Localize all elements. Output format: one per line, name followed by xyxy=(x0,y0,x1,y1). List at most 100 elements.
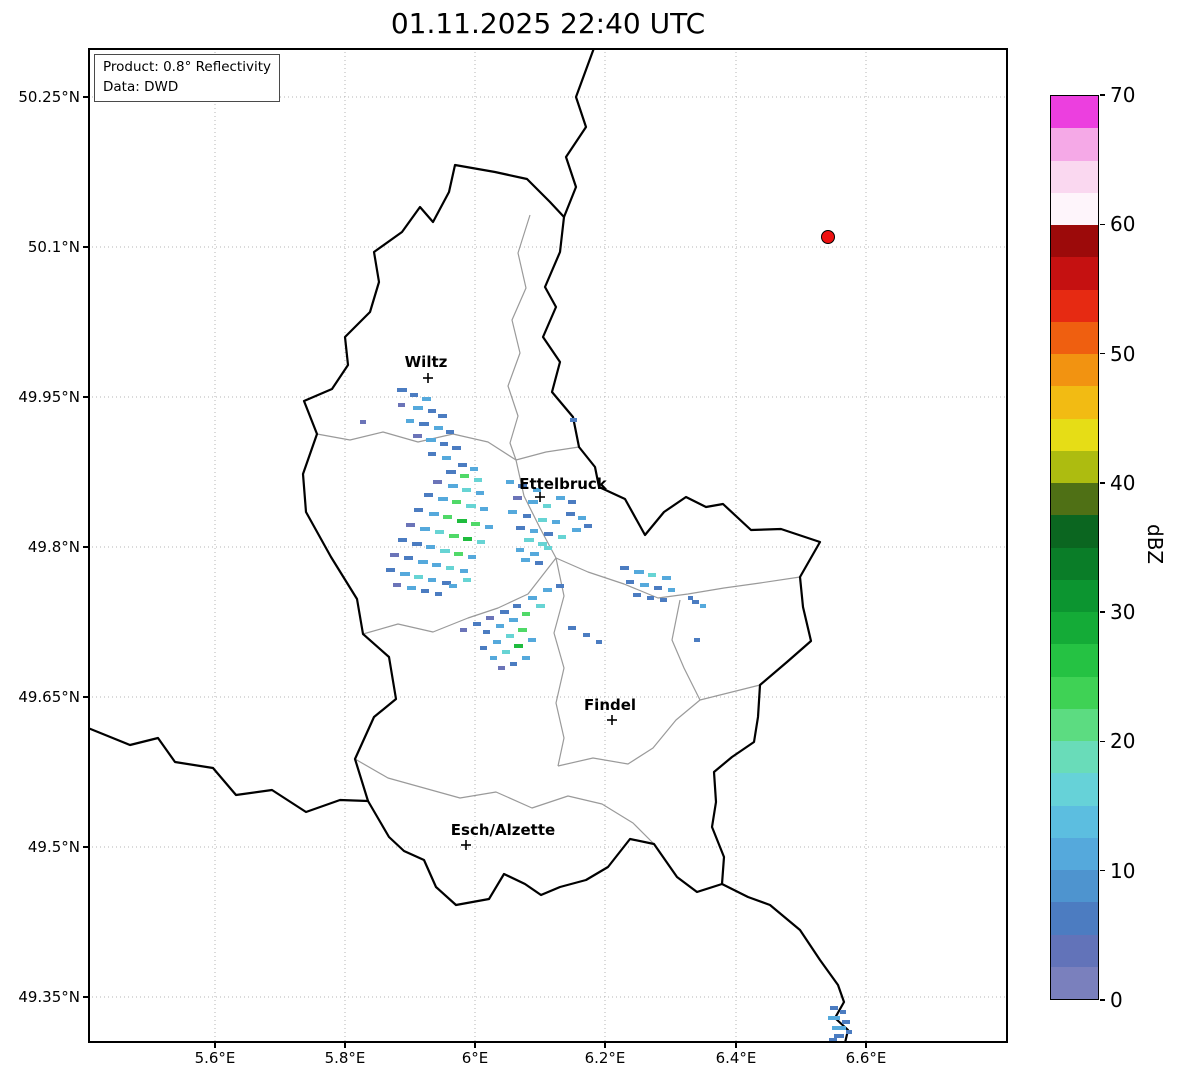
radar-echo xyxy=(830,1006,838,1010)
colorbar-tick-mark xyxy=(1100,223,1105,226)
colorbar-band xyxy=(1051,870,1098,903)
radar-echo xyxy=(468,555,476,559)
country-border-southeast xyxy=(720,882,850,1043)
radar-echo xyxy=(506,634,514,638)
colorbar-tick-label: 40 xyxy=(1110,470,1136,495)
colorbar-band xyxy=(1051,708,1098,741)
radar-echo xyxy=(428,409,436,413)
radar-echo xyxy=(692,600,699,604)
y-tick-mark xyxy=(83,246,88,248)
radar-echo xyxy=(414,508,423,512)
radar-echo xyxy=(420,527,430,531)
radar-echo xyxy=(647,596,654,600)
radar-echo xyxy=(518,628,527,632)
colorbar-tick-label: 10 xyxy=(1110,858,1136,883)
colorbar-tick-mark xyxy=(1100,740,1105,743)
radar-echo xyxy=(463,537,472,541)
radar-echo xyxy=(433,480,442,484)
radar-echo xyxy=(834,1034,844,1038)
district-border xyxy=(557,684,761,767)
colorbar-band xyxy=(1051,289,1098,322)
radar-echo xyxy=(460,628,467,632)
colorbar-band xyxy=(1051,418,1098,451)
radar-echo xyxy=(440,442,448,446)
radar-echo xyxy=(442,456,451,460)
radar-echo xyxy=(429,512,439,516)
colorbar-band xyxy=(1051,354,1098,387)
radar-echo xyxy=(846,1030,852,1034)
radar-echo xyxy=(633,593,641,597)
colorbar-band xyxy=(1051,902,1098,935)
radar-echo xyxy=(446,566,454,570)
colorbar-tick-mark xyxy=(1100,482,1105,484)
y-tick-label: 49.8°N xyxy=(27,538,80,556)
radar-echo xyxy=(474,478,482,482)
radar-echo xyxy=(536,604,545,608)
y-tick-label: 50.25°N xyxy=(18,88,80,106)
y-tick-label: 50.1°N xyxy=(27,238,80,256)
x-tick-mark xyxy=(474,1043,476,1048)
radar-echo xyxy=(446,430,454,434)
radar-echo xyxy=(700,604,706,608)
colorbar-band xyxy=(1051,96,1098,129)
radar-echo xyxy=(360,420,366,424)
radar-echo xyxy=(406,419,414,423)
radar-echo xyxy=(480,646,487,650)
radar-echo xyxy=(543,504,551,508)
colorbar-band xyxy=(1051,515,1098,548)
radar-echo xyxy=(640,583,649,587)
colorbar-band xyxy=(1051,773,1098,806)
radar-site-marker xyxy=(821,230,835,244)
colorbar-tick-mark xyxy=(1100,999,1105,1001)
radar-echo xyxy=(397,388,407,392)
radar-echo xyxy=(443,515,452,519)
x-tick-mark xyxy=(604,1043,606,1048)
colorbar-band xyxy=(1051,128,1098,161)
radar-echo xyxy=(578,516,586,520)
radar-echo xyxy=(438,414,447,418)
y-tick-label: 49.65°N xyxy=(18,688,80,706)
x-tick-label: 6.2°E xyxy=(584,1049,626,1067)
radar-echo xyxy=(568,626,576,630)
x-tick-label: 6.6°E xyxy=(845,1049,887,1067)
radar-echo xyxy=(442,581,451,585)
radar-echo xyxy=(458,463,467,467)
radar-echo xyxy=(476,491,484,495)
x-tick-label: 5.6°E xyxy=(194,1049,236,1067)
radar-echo xyxy=(570,418,577,422)
radar-echo xyxy=(530,552,539,556)
radar-echo xyxy=(406,523,415,527)
radar-echo xyxy=(418,560,428,564)
y-tick-label: 49.5°N xyxy=(27,838,80,856)
radar-echo xyxy=(448,484,458,488)
radar-echo xyxy=(435,592,442,596)
radar-echo xyxy=(543,588,552,592)
y-tick-mark xyxy=(83,846,88,848)
x-tick-mark xyxy=(865,1043,867,1048)
radar-echo xyxy=(516,548,524,552)
colorbar-band xyxy=(1051,321,1098,354)
radar-echo xyxy=(440,549,450,553)
radar-echo xyxy=(471,522,480,526)
radar-echo xyxy=(483,630,490,634)
radar-echo xyxy=(524,538,534,542)
radar-echo xyxy=(510,662,517,666)
colorbar-band xyxy=(1051,837,1098,870)
y-tick-mark xyxy=(83,96,88,98)
radar-echo xyxy=(568,500,576,504)
figure-title: 01.11.2025 22:40 UTC xyxy=(390,7,706,40)
y-tick-label: 49.35°N xyxy=(18,988,80,1006)
colorbar-tick-mark xyxy=(1100,869,1105,872)
radar-echo xyxy=(535,561,543,565)
radar-echo xyxy=(414,575,423,579)
colorbar-band xyxy=(1051,450,1098,483)
colorbar-tick-label: 20 xyxy=(1110,729,1136,754)
radar-echo xyxy=(400,572,410,576)
radar-echo xyxy=(533,488,541,492)
radar-echo xyxy=(634,570,644,574)
radar-echo xyxy=(513,496,522,500)
radar-echo xyxy=(390,553,399,557)
radar-echo xyxy=(449,584,457,588)
colorbar-band xyxy=(1051,160,1098,193)
radar-echo xyxy=(460,569,468,573)
